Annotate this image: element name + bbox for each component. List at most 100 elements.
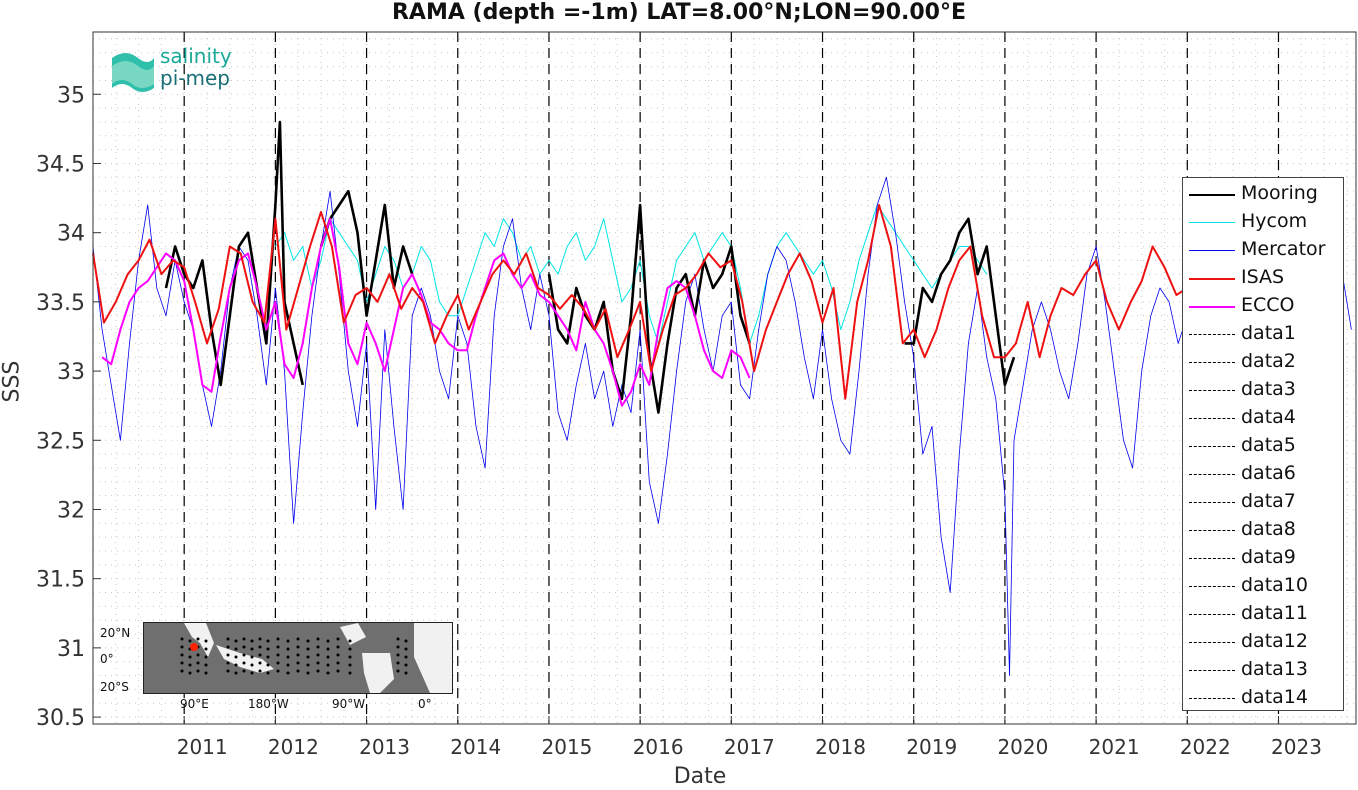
y-tick-label: 33 (57, 360, 85, 385)
inset-buoy-dot (258, 653, 262, 657)
logo-text-salinity: salinity (160, 44, 232, 68)
legend-item: Hycom (1183, 209, 1343, 237)
x-tick-label: 2022 (1180, 735, 1231, 759)
inset-buoy-dot (234, 639, 238, 643)
inset-buoy-dot (336, 669, 340, 673)
inset-buoy-dot (348, 655, 352, 659)
inset-buoy-dot (396, 669, 400, 673)
inset-land-shape (362, 653, 394, 693)
inset-lat-label: 0° (100, 652, 114, 666)
inset-buoy-dot (180, 637, 184, 641)
inset-buoy-dot (404, 655, 408, 659)
inset-lat-label: 20°S (100, 680, 129, 694)
inset-lon-label: 0° (418, 697, 432, 711)
legend-swatch (1189, 614, 1235, 615)
y-tick-label: 32.5 (36, 429, 85, 454)
inset-buoy-dot (276, 645, 280, 649)
x-tick-label: 2012 (268, 735, 319, 759)
legend-label: data5 (1241, 434, 1296, 456)
inset-buoy-dot (250, 655, 254, 659)
inset-map-graphic (180, 623, 452, 693)
inset-buoy-dot (226, 645, 230, 649)
inset-buoy-dot (266, 663, 270, 667)
legend-item: ECCO (1183, 293, 1343, 321)
series-layer (92, 120, 1352, 676)
x-tick-label: 2021 (1089, 735, 1140, 759)
legend-item: data5 (1183, 433, 1343, 461)
x-tick-label: 2020 (997, 735, 1048, 759)
inset-buoy-dot (258, 645, 262, 649)
legend-label: data14 (1241, 686, 1308, 708)
legend-item: data14 (1183, 685, 1343, 713)
inset-highlight-dot (190, 643, 198, 651)
x-tick-label: 2014 (450, 735, 501, 759)
inset-buoy-dot (396, 661, 400, 665)
inset-buoy-dot (242, 669, 246, 673)
series-line-hycom (274, 204, 988, 344)
legend-swatch (1189, 362, 1235, 363)
inset-buoy-dot (306, 655, 310, 659)
inset-buoy-dot (258, 661, 262, 665)
legend-item: data1 (1183, 321, 1343, 349)
y-tick-label: 34.5 (36, 152, 85, 177)
legend-label: data8 (1241, 518, 1296, 540)
tick-layer: 2011 2012 2013 2014 2015 2016 2017 2018 2019 2020… (36, 83, 1322, 759)
legend-label: data3 (1241, 378, 1296, 400)
legend-item: data12 (1183, 629, 1343, 657)
legend-label: data11 (1241, 602, 1308, 624)
inset-buoy-dot (286, 639, 290, 643)
inset-buoy-dot (258, 669, 262, 673)
inset-buoy-dot (276, 637, 280, 641)
legend-item: data9 (1183, 545, 1343, 573)
legend-swatch (1189, 558, 1235, 559)
legend-swatch (1189, 222, 1235, 223)
x-tick-label: 2019 (906, 735, 957, 759)
x-tick-label: 2015 (542, 735, 593, 759)
y-axis-label: SSS (0, 360, 25, 403)
inset-buoy-dot (396, 637, 400, 641)
axes-frame (92, 31, 1357, 725)
inset-buoy-dot (204, 663, 208, 667)
legend-label: data10 (1241, 574, 1308, 596)
inset-buoy-dot (250, 639, 254, 643)
inset-buoy-dot (348, 639, 352, 643)
inset-buoy-dot (188, 671, 192, 675)
y-tick-label: 31 (57, 637, 85, 662)
inset-buoy-dot (404, 639, 408, 643)
y-tick-label: 32 (57, 498, 85, 523)
inset-buoy-dot (316, 637, 320, 641)
inset-buoy-dot (348, 647, 352, 651)
inset-buoy-dot (250, 663, 254, 667)
legend-item: data2 (1183, 349, 1343, 377)
series-line-mercator (92, 176, 1352, 676)
inset-buoy-dot (204, 655, 208, 659)
inset-buoy-dot (286, 663, 290, 667)
inset-buoy-dot (348, 663, 352, 667)
legend-swatch (1189, 390, 1235, 391)
inset-buoy-dot (306, 671, 310, 675)
series-line-mooring (904, 217, 1016, 387)
inset-buoy-dot (226, 661, 230, 665)
chart-title: RAMA (depth =-1m) LAT=8.00°N;LON=90.00°E (391, 0, 967, 25)
inset-buoy-dot (276, 669, 280, 673)
inset-buoy-dots (180, 637, 408, 675)
legend-label: data9 (1241, 546, 1296, 568)
legend-label: Hycom (1241, 210, 1308, 232)
inset-buoy-dot (234, 663, 238, 667)
inset-buoy-dot (204, 671, 208, 675)
inset-land-shape (414, 623, 452, 693)
y-tick-label: 31.5 (36, 568, 85, 593)
legend-swatch (1189, 586, 1235, 587)
inset-buoy-dot (250, 671, 254, 675)
inset-buoy-dot (258, 637, 262, 641)
legend-swatch (1189, 474, 1235, 475)
inset-land-shape (340, 623, 366, 645)
chart-legend: Mooring Hycom Mercator ISAS ECCO data1 data2 da… (1182, 177, 1344, 711)
inset-buoy-dot (396, 653, 400, 657)
inset-map (143, 622, 453, 694)
inset-buoy-dot (316, 669, 320, 673)
inset-buoy-dot (196, 669, 200, 673)
legend-swatch (1189, 670, 1235, 671)
inset-buoy-dot (250, 647, 254, 651)
x-tick-label: 2023 (1271, 735, 1322, 759)
